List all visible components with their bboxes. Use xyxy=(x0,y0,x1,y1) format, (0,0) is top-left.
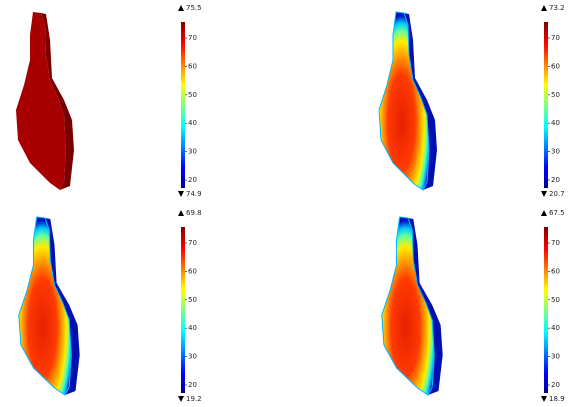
min-marker xyxy=(178,191,184,197)
colorbar-tick-label: 20 xyxy=(551,176,560,184)
geometry-body xyxy=(18,216,72,396)
max-label: 73.2 xyxy=(549,4,565,12)
panel: 20 30 40 50 60 70 69.8 19.2 xyxy=(18,209,202,403)
colorbar xyxy=(181,227,185,393)
max-marker xyxy=(178,210,184,216)
colorbar xyxy=(544,22,548,188)
colorbar-tick-label: 20 xyxy=(188,381,197,389)
min-label: 20.7 xyxy=(549,190,565,198)
colorbar-tick-label: 70 xyxy=(188,34,197,42)
colorbar xyxy=(544,227,548,393)
colorbar-tick-label: 40 xyxy=(551,119,560,127)
colorbar-tick-label: 50 xyxy=(551,91,560,99)
max-marker xyxy=(541,210,547,216)
colorbar-tick-label: 60 xyxy=(551,267,560,275)
min-marker xyxy=(541,396,547,402)
geometry xyxy=(378,11,437,191)
panel: 20 30 40 50 60 70 67.5 18.9 xyxy=(381,209,565,403)
min-label: 18.9 xyxy=(549,395,565,403)
geometry-side xyxy=(408,218,443,395)
max-marker xyxy=(178,5,184,11)
colorbar-tick-label: 20 xyxy=(188,176,197,184)
geometry-body xyxy=(16,12,66,190)
geometry xyxy=(381,216,443,396)
colorbar-tick-label: 40 xyxy=(188,119,197,127)
panels: 20 30 40 50 60 70 75.5 74.9 20 30 40 50 60 70 73.2 20.7… xyxy=(16,4,565,403)
colorbar-tick-label: 70 xyxy=(188,239,197,247)
colorbar-tick-label: 30 xyxy=(551,353,560,361)
colorbar xyxy=(181,22,185,188)
geometry-side xyxy=(45,218,80,395)
colorbar-tick-label: 30 xyxy=(188,353,197,361)
max-marker xyxy=(541,5,547,11)
geometry-side xyxy=(404,13,437,190)
geometry xyxy=(18,216,80,396)
colorbar-tick-label: 30 xyxy=(188,148,197,156)
colorbar-tick-label: 20 xyxy=(551,381,560,389)
colorbar-tick-label: 50 xyxy=(188,91,197,99)
colorbar-tick-label: 50 xyxy=(551,296,560,304)
panel: 20 30 40 50 60 70 73.2 20.7 xyxy=(378,4,565,198)
colorbar-tick-label: 70 xyxy=(551,34,560,42)
geometry-body xyxy=(378,11,430,191)
max-label: 67.5 xyxy=(549,209,565,217)
geometry xyxy=(16,12,74,190)
min-marker xyxy=(178,396,184,402)
colorbar-tick-label: 60 xyxy=(551,62,560,70)
colorbar-tick-label: 70 xyxy=(551,239,560,247)
colorbar-tick-label: 50 xyxy=(188,296,197,304)
max-label: 69.8 xyxy=(186,209,202,217)
min-label: 19.2 xyxy=(186,395,202,403)
colorbar-tick-label: 40 xyxy=(551,324,560,332)
geometry-body xyxy=(381,216,435,396)
min-label: 74.9 xyxy=(186,190,202,198)
colorbar-tick-label: 30 xyxy=(551,148,560,156)
panel: 20 30 40 50 60 70 75.5 74.9 xyxy=(16,4,202,198)
colorbar-tick-label: 60 xyxy=(188,267,197,275)
max-label: 75.5 xyxy=(186,4,202,12)
colorbar-tick-label: 40 xyxy=(188,324,197,332)
colorbar-tick-label: 60 xyxy=(188,62,197,70)
geometry-side xyxy=(41,13,74,190)
min-marker xyxy=(541,191,547,197)
